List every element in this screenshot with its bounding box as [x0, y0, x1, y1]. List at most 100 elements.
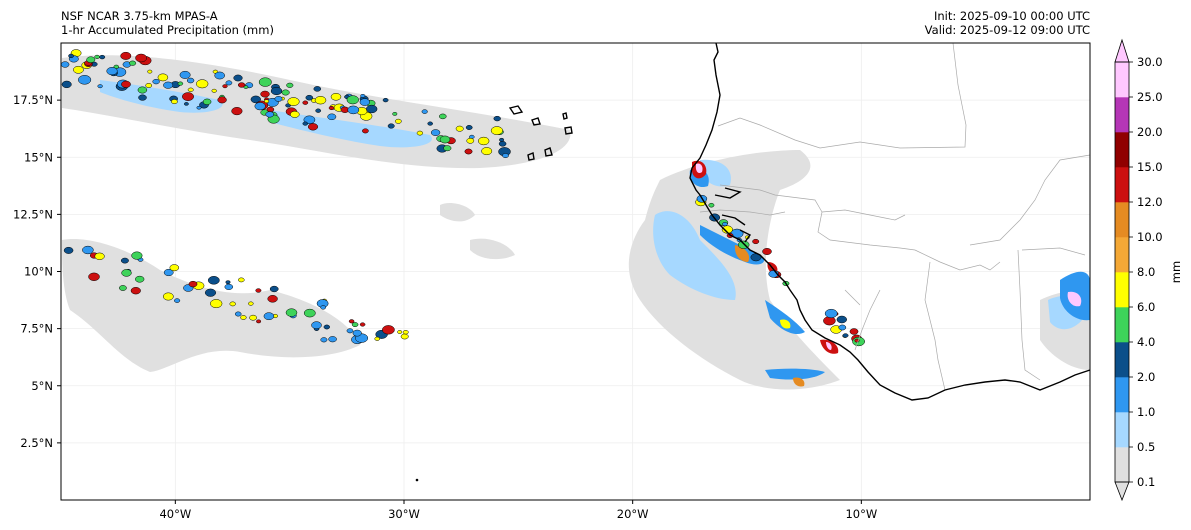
field-title: 1-hr Accumulated Precipitation (mm) — [61, 23, 274, 37]
rain-cell — [73, 65, 84, 74]
rain-cell — [348, 319, 355, 324]
rain-cell — [264, 99, 270, 104]
rain-cell — [478, 136, 490, 146]
colorbar-segment — [1115, 167, 1129, 203]
lat-tick-label: 10°N — [24, 265, 53, 279]
colorbar-segment — [1115, 412, 1129, 448]
rain-cell — [290, 110, 300, 118]
rain-cell — [137, 86, 148, 94]
rain-cell — [305, 94, 314, 101]
rain-cell — [188, 280, 198, 288]
rain-cell — [152, 78, 160, 85]
colorbar: 0.1 0.5 1.0 2.0 4.0 6.0 8.0 10.0 12.0 15.0 20.0 25.… — [1114, 38, 1183, 502]
rain-cell — [145, 83, 153, 88]
rain-cell — [427, 121, 433, 126]
rain-cell — [359, 322, 366, 327]
lat-tick-label: 17.5°N — [13, 93, 53, 107]
rain-cell — [397, 330, 403, 334]
rain-cell — [231, 107, 243, 116]
colorbar-tick-label: 0.5 — [1137, 440, 1155, 454]
rain-cell — [174, 298, 181, 303]
colorbar-extend-min — [1114, 481, 1130, 502]
title-block-left: NSF NCAR 3.75-km MPAS-A 1-hr Accumulated… — [61, 9, 274, 37]
rain-cell — [196, 79, 209, 89]
longitude-ticks: 40°W 30°W 20°W 10°W — [159, 500, 877, 521]
rain-cell — [163, 81, 174, 89]
rain-cell — [222, 84, 228, 89]
rain-cell — [119, 285, 127, 291]
rain-cell — [465, 125, 473, 130]
rain-cell — [311, 321, 322, 330]
colorbar-segment — [1115, 342, 1129, 378]
colorbar-tick-label: 30.0 — [1137, 55, 1163, 69]
rain-cell — [270, 86, 283, 96]
rain-cell — [171, 99, 178, 105]
colorbar-tick-label: 20.0 — [1137, 125, 1163, 139]
rain-cell — [347, 105, 360, 115]
rain-cell — [86, 56, 96, 63]
country-borders — [699, 42, 1091, 391]
rain-cell — [68, 53, 74, 59]
colorbar-tick-label: 8.0 — [1137, 265, 1155, 279]
rain-cell — [214, 71, 225, 80]
init-time: Init: 2025-09-10 00:00 UTC — [934, 9, 1090, 23]
lat-tick-label: 7.5°N — [20, 322, 53, 336]
colorbar-tick-label: 15.0 — [1137, 160, 1163, 174]
rain-cell — [121, 269, 132, 277]
lon-tick-label: 20°W — [617, 507, 649, 521]
rain-cell — [286, 82, 294, 88]
rain-cell — [266, 106, 275, 113]
colorbar-segment — [1115, 62, 1129, 98]
rain-cell — [61, 61, 70, 68]
rain-cell — [135, 53, 147, 63]
rain-cell — [94, 54, 100, 59]
rain-cell — [302, 100, 309, 105]
lon-tick-label: 30°W — [388, 507, 420, 521]
rain-cell — [824, 308, 838, 319]
rain-cell — [135, 275, 145, 283]
rain-cell — [346, 328, 354, 334]
rain-cell — [360, 94, 366, 98]
rain-cell — [382, 97, 389, 103]
rain-cell — [163, 268, 174, 277]
rain-cell — [328, 336, 337, 343]
rain-cell — [260, 90, 270, 98]
rain-cell — [352, 329, 362, 337]
colorbar-segment — [1115, 307, 1129, 343]
rain-cell — [402, 330, 409, 335]
rain-cell — [225, 280, 231, 285]
rain-cell — [392, 112, 398, 116]
rain-cell — [249, 314, 257, 321]
rain-cell — [106, 67, 118, 76]
colorbar-segment — [1115, 447, 1129, 483]
rain-cell — [455, 125, 464, 132]
rain-cell — [307, 123, 319, 131]
colorbar-segment — [1115, 237, 1129, 273]
rain-cell — [320, 337, 328, 343]
rain-cell — [240, 315, 247, 320]
lon-tick-label: 40°W — [159, 507, 191, 521]
rain-cell — [374, 336, 380, 341]
rain-cell — [328, 105, 335, 111]
rain-cell — [836, 315, 847, 324]
colorbar-tick-label: 1.0 — [1137, 405, 1155, 419]
colorbar-tick-label: 10.0 — [1137, 230, 1163, 244]
rain-cell — [182, 92, 194, 101]
rain-cell — [267, 295, 278, 303]
rain-cell — [237, 82, 246, 88]
rain-cell — [202, 98, 212, 105]
rain-cell — [162, 292, 174, 301]
rain-cell — [443, 145, 452, 152]
rain-cell — [302, 121, 309, 126]
colorbar-extend-max — [1114, 38, 1130, 63]
rain-cell — [256, 319, 262, 324]
rain-cell — [121, 80, 131, 88]
rain-cell — [351, 322, 359, 328]
colorbar-tick-label: 0.1 — [1137, 475, 1155, 489]
rain-cell — [184, 102, 189, 106]
rain-cell — [157, 73, 169, 82]
colorbar-segment — [1115, 202, 1129, 238]
rain-cell — [204, 288, 217, 297]
convective-cells — [61, 49, 865, 347]
rain-cell — [359, 98, 370, 106]
